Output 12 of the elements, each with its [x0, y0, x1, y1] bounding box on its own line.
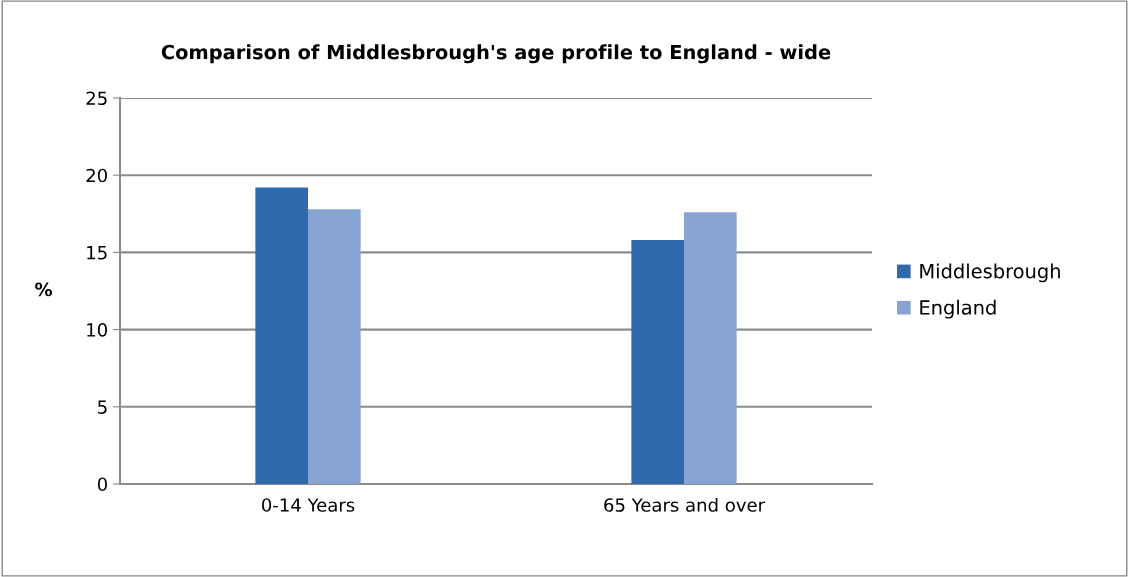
y-tick-label: 10: [87, 323, 107, 337]
y-tick-label: 20: [86, 168, 107, 183]
x-tick-label: 0-14 Years: [262, 498, 355, 512]
legend-label: Middlesbrough: [920, 263, 1060, 283]
y-tick-label: 0: [97, 477, 107, 492]
y-axis-title: %: [35, 282, 53, 297]
chart-title: Comparison of Middlesbrough's age profile to England - wide: [161, 44, 831, 64]
legend-label: England: [920, 299, 996, 319]
y-tick-label: 25: [86, 91, 107, 106]
y-tick-label: 5: [98, 400, 107, 414]
x-tick-label: 65 Years and over: [604, 497, 766, 512]
y-tick-label: 15: [87, 246, 107, 260]
